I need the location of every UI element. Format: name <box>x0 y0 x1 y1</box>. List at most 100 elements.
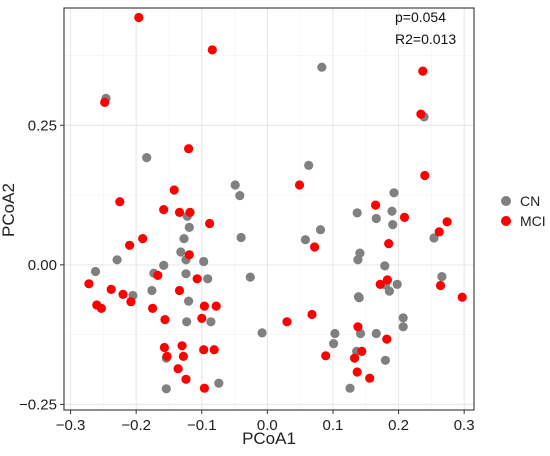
point-mci <box>435 280 446 291</box>
point-mci <box>138 234 148 244</box>
point-mci <box>282 317 292 327</box>
y-axis: −0.25 0.00 0.25 <box>19 117 64 413</box>
x-tick-label: 0.0 <box>257 417 278 434</box>
point-mci <box>207 45 217 55</box>
y-tick-label: 0.00 <box>28 257 57 274</box>
point-cn <box>384 286 394 296</box>
point-mci <box>153 270 163 280</box>
point-cn <box>203 274 213 284</box>
point-mci <box>199 301 209 311</box>
point-cn <box>300 235 310 245</box>
point-cn <box>317 62 327 72</box>
legend-mci-label: MCI <box>520 213 546 229</box>
point-mci <box>126 297 136 307</box>
grid-lines <box>64 8 474 410</box>
point-mci <box>181 374 191 384</box>
point-mci <box>184 250 194 260</box>
point-cn <box>398 322 408 332</box>
plot-panel-border <box>63 7 475 411</box>
point-mci <box>159 342 169 353</box>
point-cn <box>179 234 189 244</box>
plot-background <box>64 8 474 410</box>
data-points <box>84 12 467 394</box>
point-mci <box>96 303 106 313</box>
point-cn <box>90 266 101 277</box>
point-cn <box>330 328 340 339</box>
point-mci <box>185 207 195 217</box>
point-mci <box>84 279 94 289</box>
point-mci <box>197 313 207 323</box>
point-mci <box>115 197 125 207</box>
point-mci <box>310 242 320 252</box>
point-mci <box>420 170 430 181</box>
x-tick-label: 0.3 <box>454 417 475 434</box>
x-tick-label: 0.1 <box>323 417 344 434</box>
point-cn <box>214 378 224 388</box>
point-mci <box>294 180 305 190</box>
point-cn <box>389 188 399 198</box>
x-tick-label: −0.1 <box>187 417 217 434</box>
point-cn <box>388 220 398 230</box>
point-cn <box>371 213 381 224</box>
point-cn <box>345 383 355 393</box>
point-cn <box>304 160 314 170</box>
point-mci <box>365 373 375 383</box>
x-tick-label: −0.3 <box>56 417 86 434</box>
point-cn <box>161 384 171 394</box>
point-mci <box>169 185 179 195</box>
point-cn <box>257 328 267 338</box>
point-mci <box>375 279 385 289</box>
point-mci <box>371 200 381 210</box>
point-mci <box>173 364 183 374</box>
point-cn <box>315 225 326 235</box>
point-cn <box>437 272 447 282</box>
point-mci <box>118 289 128 299</box>
point-mci <box>177 341 187 351</box>
point-cn <box>181 269 191 279</box>
point-mci <box>184 144 194 154</box>
point-cn <box>230 180 240 190</box>
point-mci <box>159 205 169 215</box>
point-mci <box>199 383 209 393</box>
point-mci <box>382 334 392 344</box>
point-mci <box>174 285 185 296</box>
point-cn <box>112 255 122 265</box>
point-mci <box>162 351 172 361</box>
point-cn <box>371 328 381 339</box>
point-cn <box>159 260 169 270</box>
point-mci <box>100 97 110 107</box>
point-cn <box>387 206 397 216</box>
point-mci <box>442 217 452 227</box>
point-cn <box>355 248 365 258</box>
x-tick-label: −0.2 <box>121 417 151 434</box>
x-tick-label: 0.2 <box>388 417 409 434</box>
point-cn <box>398 313 408 323</box>
point-cn <box>199 256 209 267</box>
y-tick-label: −0.25 <box>19 396 57 413</box>
point-cn <box>184 296 194 306</box>
x-axis: −0.3 −0.2 −0.1 0.0 0.1 0.2 0.3 <box>56 410 475 434</box>
x-axis-title: PCoA1 <box>242 429 296 448</box>
point-cn <box>147 285 157 296</box>
point-cn <box>352 208 362 218</box>
point-mci <box>192 274 202 284</box>
point-mci <box>416 109 426 119</box>
point-cn <box>380 261 390 271</box>
point-mci <box>199 345 209 355</box>
p-value-annotation: p=0.054 <box>395 9 446 25</box>
point-mci <box>357 346 367 356</box>
r2-annotation: R2=0.013 <box>395 31 456 47</box>
point-cn <box>235 191 245 201</box>
point-mci <box>209 345 219 355</box>
point-cn <box>429 233 439 243</box>
legend-cn-marker <box>501 196 511 206</box>
point-cn <box>184 222 194 232</box>
point-mci <box>434 227 444 237</box>
point-mci <box>321 351 331 361</box>
point-mci <box>457 292 467 302</box>
point-mci <box>160 315 170 325</box>
point-cn <box>245 272 255 282</box>
point-cn <box>392 279 402 289</box>
legend: CN MCI <box>501 193 546 229</box>
